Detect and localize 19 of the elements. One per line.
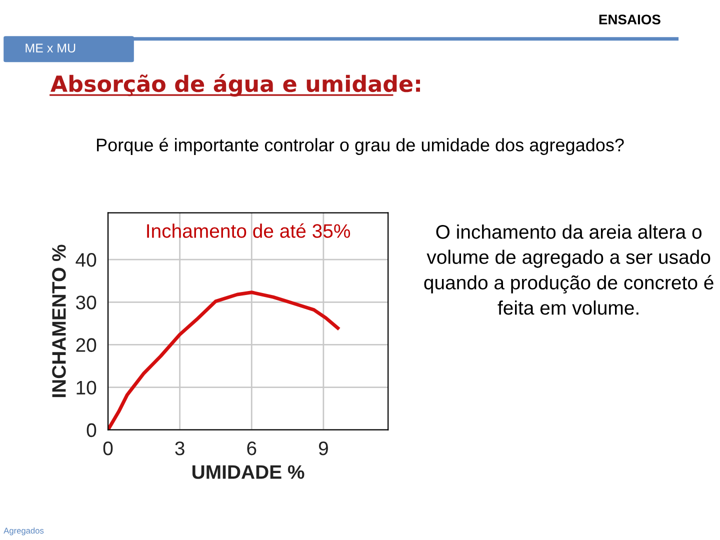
- y-tick-label: 30: [76, 296, 96, 310]
- x-axis-title: UMIDADE %: [192, 465, 304, 479]
- x-tick-label: 9: [318, 441, 328, 456]
- y-tick-label: 10: [76, 380, 96, 395]
- x-tick-label: 6: [247, 441, 256, 456]
- y-tick-label: 40: [76, 253, 96, 267]
- text: Agregados: [4, 527, 44, 536]
- text: ENSAIOS: [599, 14, 660, 24]
- chart-title: Absorção de água e umidade:: [50, 74, 420, 97]
- y-tick-label: 20: [76, 338, 96, 352]
- x-tick-label: 0: [103, 441, 113, 456]
- y-axis-title: INCHAMENTO %: [52, 244, 66, 398]
- text: ME x MU: [26, 44, 76, 52]
- line-series: [108, 290, 340, 430]
- text: O inchamento da areia altera o volume de agregado a ser usado quando a produção de concreto é feita em volume.: [424, 224, 714, 315]
- x-tick-label: 3: [175, 441, 184, 456]
- y-tick-label: 0: [86, 423, 96, 438]
- chart-subtitle: Porque é importante controlar o grau de umidade dos agregados?: [97, 138, 624, 155]
- annotation: Inchamento de até 35%: [147, 223, 350, 238]
